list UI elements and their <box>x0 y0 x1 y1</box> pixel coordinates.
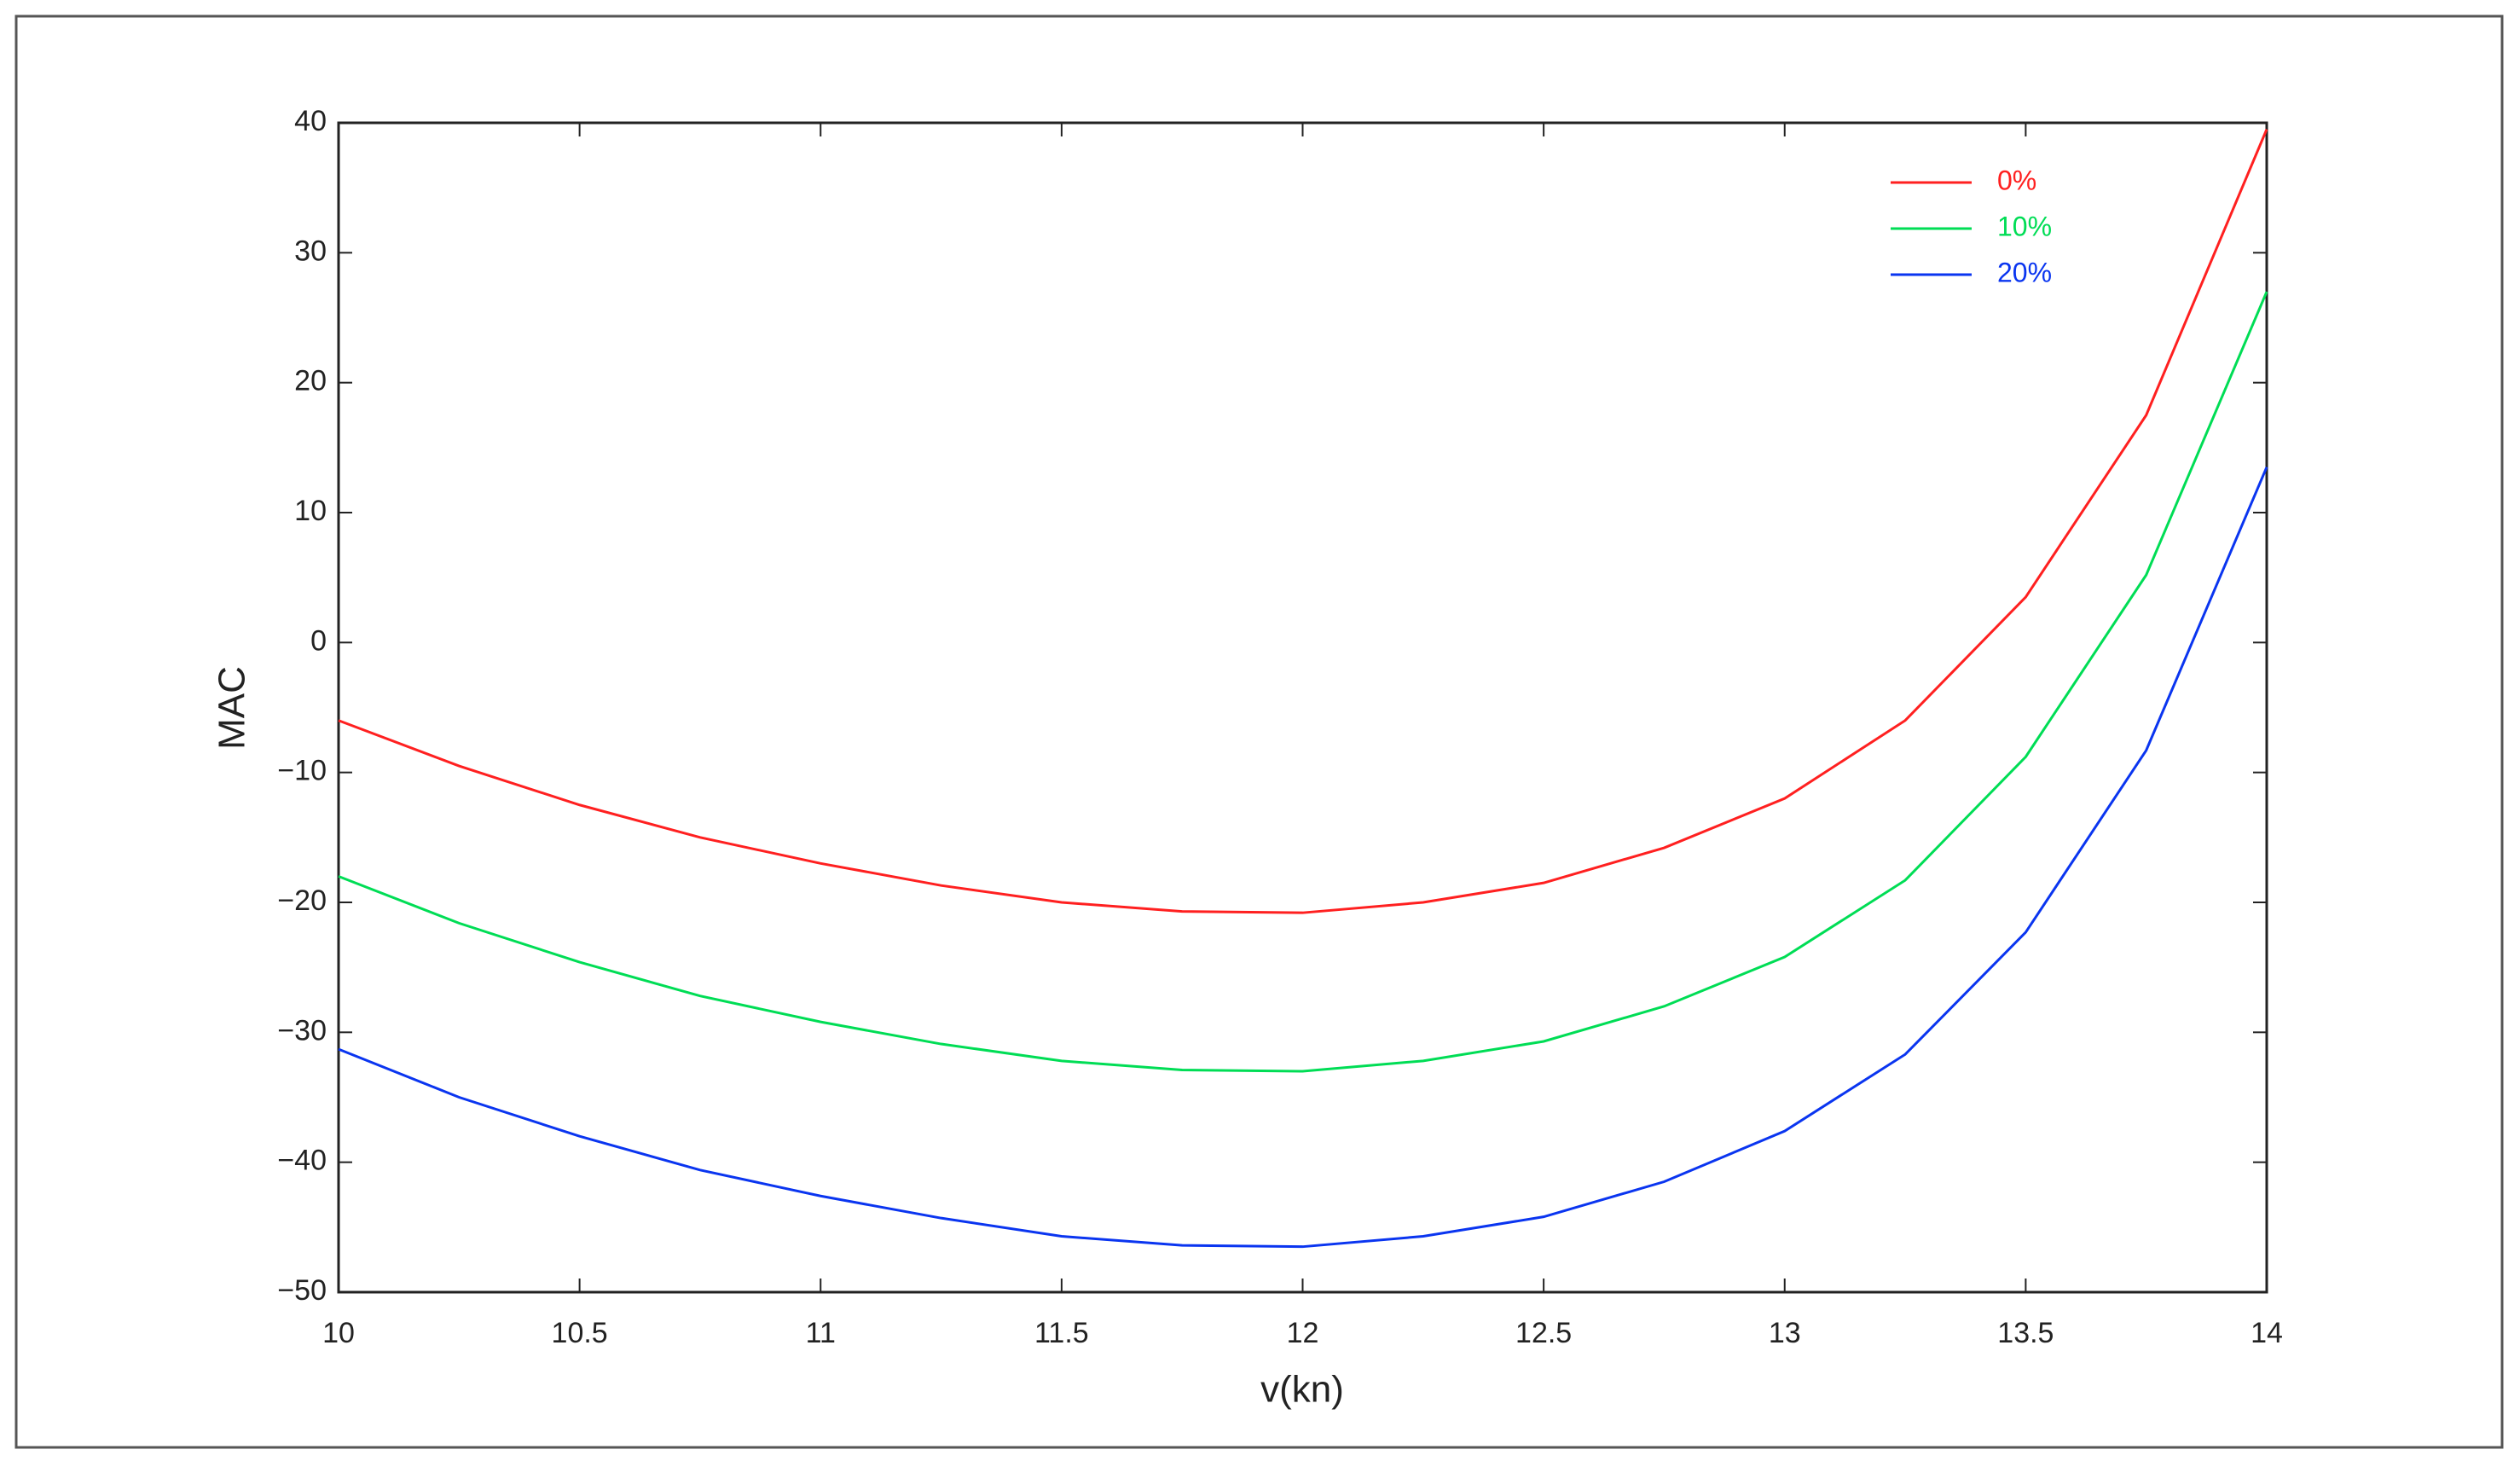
y-axis-label: MAC <box>211 666 253 750</box>
x-tick-label: 12.5 <box>1515 1317 1572 1349</box>
x-tick-label: 13.5 <box>1997 1317 2054 1349</box>
x-tick-label: 11 <box>806 1317 836 1349</box>
legend-label: 0% <box>1997 165 2036 195</box>
x-tick-label: 10.5 <box>552 1317 608 1349</box>
y-tick-label: −50 <box>277 1274 327 1307</box>
y-tick-label: −10 <box>277 755 327 787</box>
x-tick-label: 11.5 <box>1034 1317 1089 1349</box>
x-tick-label: 14 <box>2251 1317 2283 1349</box>
y-tick-label: −20 <box>277 884 327 917</box>
y-tick-label: 30 <box>294 235 327 267</box>
frame <box>14 14 2504 1449</box>
y-tick-label: 10 <box>294 495 327 527</box>
legend-label: 20% <box>1997 257 2052 287</box>
legend-label: 10% <box>1997 211 2052 241</box>
plot-area <box>337 121 2268 1294</box>
x-tick-label: 10 <box>322 1317 355 1349</box>
y-tick-label: −40 <box>277 1145 327 1177</box>
x-axis-label: v(kn) <box>1260 1369 1344 1411</box>
x-tick-label: 12 <box>1287 1317 1319 1349</box>
series-line <box>338 129 2268 914</box>
y-tick-label: 40 <box>294 105 327 137</box>
y-tick-label: −30 <box>277 1014 327 1047</box>
y-tick-label: 0 <box>310 624 327 657</box>
series-line <box>338 467 2268 1249</box>
x-tick-label: 13 <box>1769 1317 1801 1349</box>
y-tick-label: 20 <box>294 365 327 397</box>
series-line <box>338 291 2268 1073</box>
